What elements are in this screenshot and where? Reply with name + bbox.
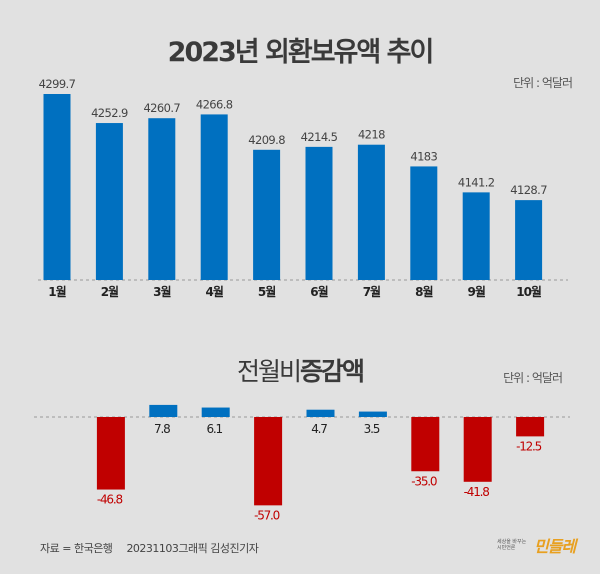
bar-top-7 — [357, 144, 385, 280]
value-label-bottom-3: 7.8 — [154, 422, 170, 436]
x-tick-label-8: 8월 — [415, 284, 433, 299]
value-label-bottom-9: -41.8 — [464, 485, 490, 499]
x-tick-label-4: 4월 — [206, 284, 224, 299]
value-label-bottom-7: 3.5 — [364, 422, 380, 436]
x-tick-label-9: 9월 — [468, 284, 486, 299]
bar-top-9 — [462, 192, 490, 280]
value-label-top-10: 4128.7 — [510, 183, 547, 197]
bar-top-5 — [253, 149, 281, 280]
value-label-bottom-4: 6.1 — [206, 422, 222, 436]
chart-title: 2023년 외환보유액 추이 — [167, 37, 435, 68]
logo: 세상을 바꾸는 시민언론 민들레 — [497, 533, 576, 557]
x-tick-label-6: 6월 — [310, 284, 328, 299]
bar-top-4 — [200, 114, 228, 280]
value-label-top-4: 4266.8 — [196, 97, 233, 111]
value-label-top-1: 4299.7 — [39, 77, 76, 91]
value-label-top-9: 4141.2 — [458, 175, 495, 189]
bar-bottom-4 — [201, 407, 230, 417]
bar-top-3 — [148, 118, 176, 281]
bar-bottom-9 — [463, 417, 492, 482]
bar-top-2 — [95, 123, 123, 280]
logo-name: 민들레 — [534, 537, 576, 556]
unit-label-bottom: 단위 : 억달러 — [503, 371, 563, 385]
value-label-bottom-8: -35.0 — [411, 474, 437, 488]
value-label-top-2: 4252.9 — [91, 106, 128, 120]
value-label-bottom-10: -12.5 — [516, 439, 542, 453]
value-label-bottom-2: -46.8 — [97, 493, 123, 507]
x-tick-label-7: 7월 — [363, 284, 381, 299]
bar-bottom-7 — [358, 411, 387, 417]
value-label-top-7: 4218 — [358, 128, 385, 142]
credit-text: 20231103그래픽 김성진기자 — [126, 542, 259, 555]
bar-bottom-5 — [254, 417, 283, 506]
bar-top-1 — [43, 94, 71, 280]
bar-top-8 — [410, 166, 438, 280]
x-tick-label-10: 10월 — [516, 284, 542, 299]
x-tick-label-3: 3월 — [153, 284, 171, 299]
x-tick-label-1: 1월 — [48, 284, 66, 299]
x-tick-label-2: 2월 — [101, 284, 119, 299]
value-label-top-3: 4260.7 — [143, 101, 180, 115]
bar-bottom-2 — [96, 417, 125, 490]
bar-bottom-10 — [516, 417, 545, 437]
value-label-bottom-5: -57.0 — [254, 508, 280, 522]
value-label-top-5: 4209.8 — [248, 133, 285, 147]
chart-subtitle: 전월비증감액 — [0, 352, 600, 388]
logo-small-text: 세상을 바꾸는 시민언론 — [497, 539, 527, 551]
bar-top-6 — [305, 146, 333, 280]
footer: 자료 = 한국은행 20231103그래픽 김성진기자 — [40, 540, 259, 556]
value-label-bottom-6: 4.7 — [311, 422, 327, 436]
subtitle-bold: 증감액 — [300, 357, 365, 386]
bar-bottom-6 — [306, 409, 335, 417]
source-text: 자료 = 한국은행 — [40, 542, 113, 555]
value-label-top-8: 4183 — [410, 149, 437, 163]
value-label-top-6: 4214.5 — [301, 130, 338, 144]
bar-bottom-8 — [411, 417, 440, 472]
x-tick-label-5: 5월 — [258, 284, 276, 299]
bar-bottom-3 — [149, 404, 178, 417]
subtitle-plain: 전월비 — [236, 357, 302, 386]
bar-top-10 — [515, 200, 543, 280]
unit-label-top: 단위 : 억달러 — [513, 76, 573, 90]
